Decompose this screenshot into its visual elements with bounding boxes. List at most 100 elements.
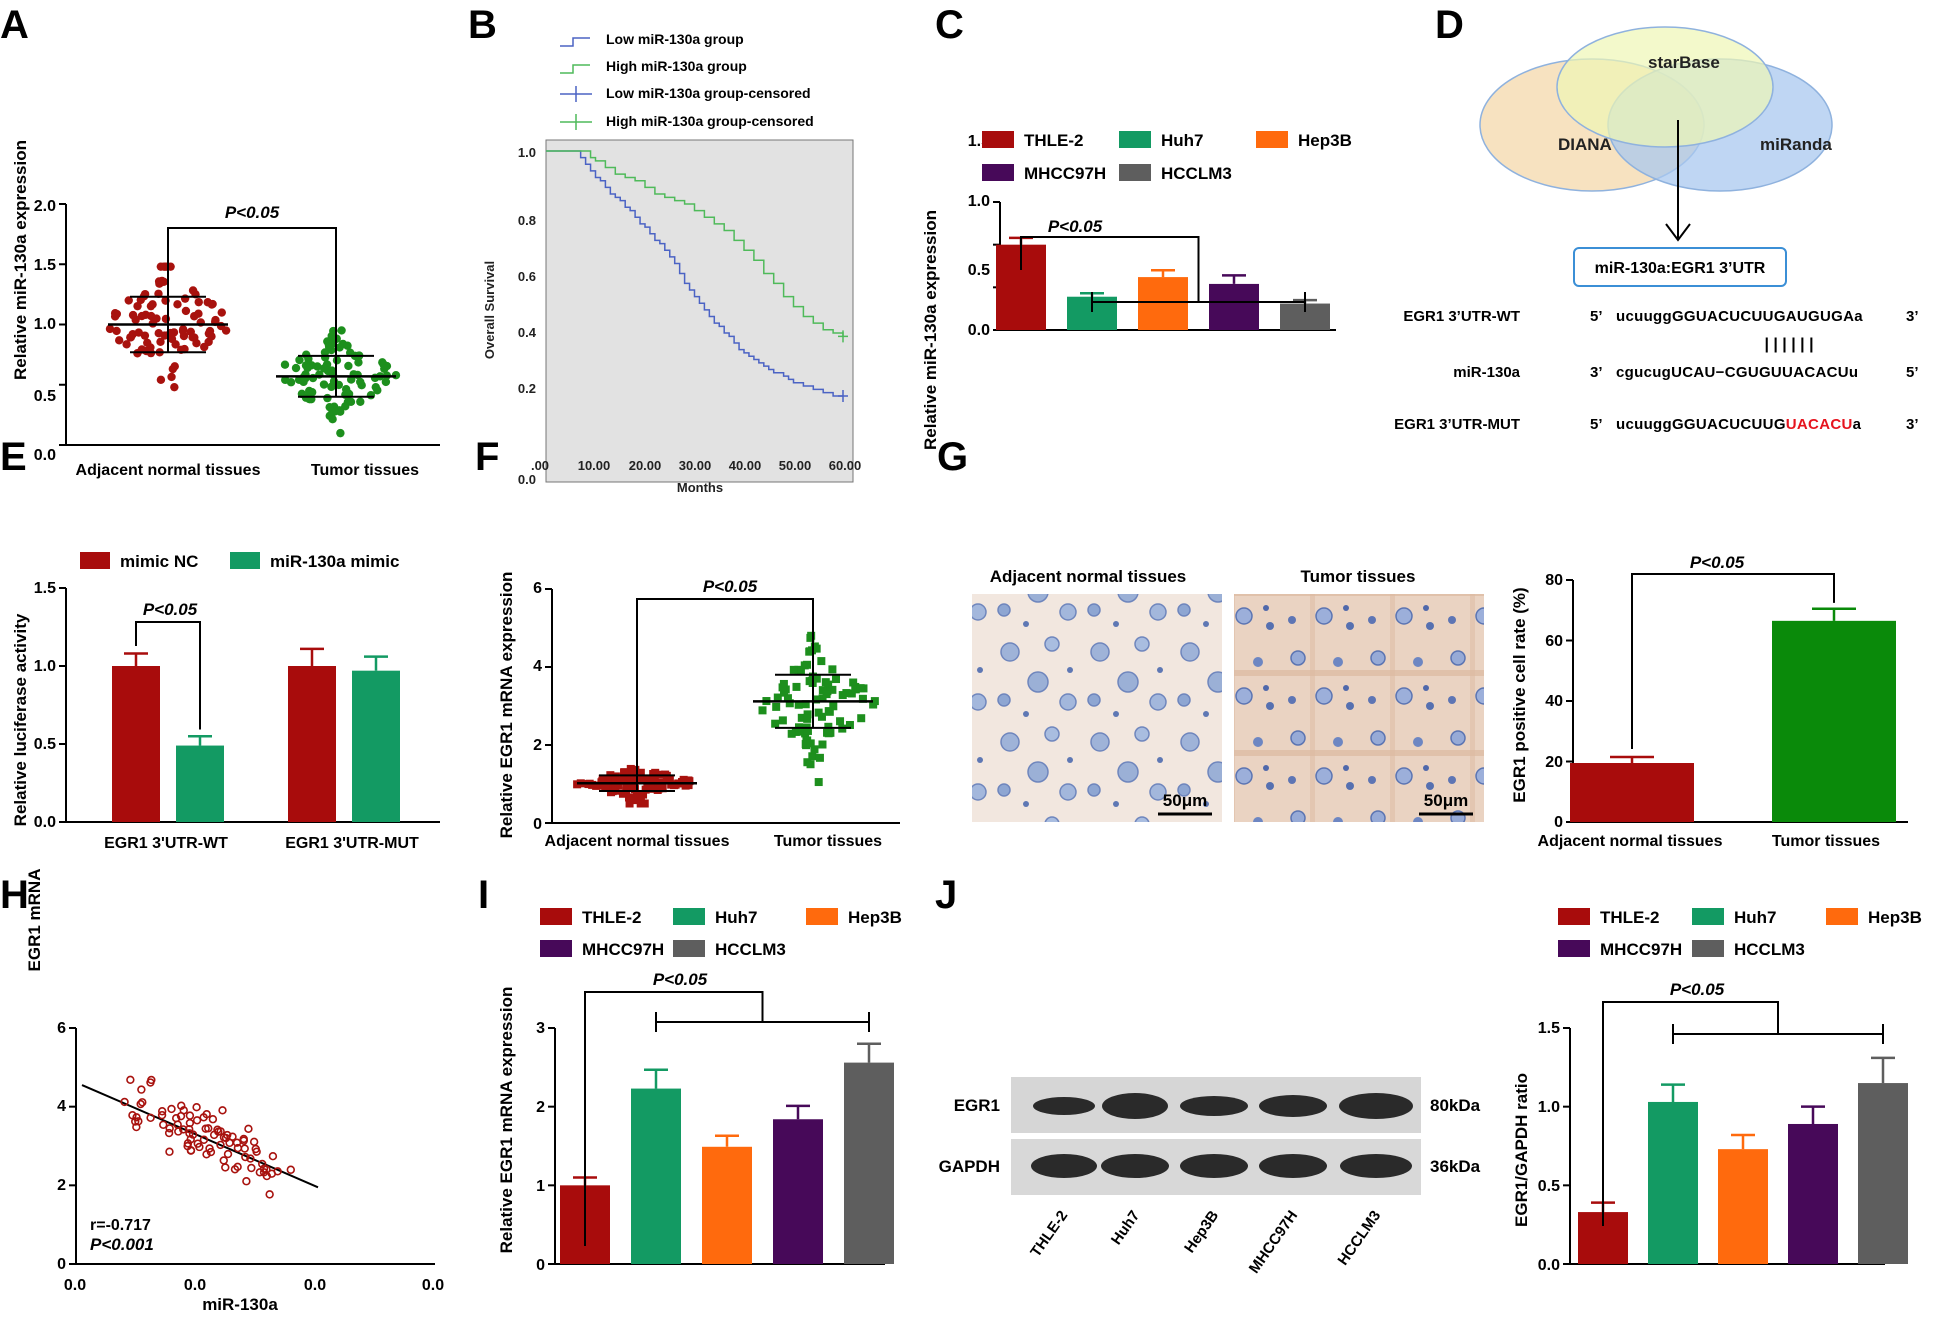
panel-a-point-0-87	[112, 309, 122, 319]
panel-h-point-50	[225, 1138, 234, 1148]
panel-a-point-1-48	[356, 397, 365, 406]
panel-f-point-1-55	[785, 699, 794, 708]
panel-i-pvalue: P<0.05	[653, 970, 708, 989]
seq-mut-part-c: a	[1853, 416, 1862, 433]
panel-b-plot-area	[545, 139, 854, 483]
panel-a-point-0-86	[178, 326, 188, 336]
panel-a-point-1-89	[299, 377, 308, 387]
panel-h-point-73	[120, 1097, 129, 1107]
panel-f-point-0-85	[630, 777, 639, 786]
panel-h-point-71	[183, 1141, 192, 1151]
panel-h-point-56	[265, 1190, 274, 1199]
blot-lane-hcclm3: HCCLM3	[1335, 1208, 1385, 1269]
seq-wt-sequence: ucuuggGGUACUCUUGAUGUGAa	[1616, 308, 1863, 325]
panel-c-legend-label-0: THLE-2	[1024, 131, 1084, 150]
panel-a-point-0-70	[137, 311, 147, 321]
panel-i-ylabel: Relative EGR1 mRNA expression	[497, 987, 516, 1254]
blot-label-egr1: EGR1	[954, 1096, 1000, 1115]
panel-f-ylabel: Relative EGR1 mRNA expression	[497, 572, 516, 839]
panel-a-point-1-64	[280, 360, 290, 369]
panel-i-bracket-main	[584, 991, 764, 1246]
panel-g-bar-0	[1570, 763, 1694, 822]
panel-b-legend-2: Low miR-130a group-censored	[606, 85, 811, 101]
panel-h-xtick-2: 0.0	[304, 1277, 326, 1294]
panel-h-ytick-1: 2	[57, 1177, 66, 1194]
panel-f-point-1-63	[812, 674, 821, 683]
panel-c-legend-label-3: MHCC97H	[1024, 164, 1106, 183]
panel-h-xlabel: miR-130a	[202, 1295, 278, 1314]
panel-b-xtick-1: 10.00	[578, 458, 611, 473]
venn-starbase-circle	[1556, 26, 1774, 148]
panel-a-point-0-52	[112, 326, 121, 336]
panel-f-point-1-30	[803, 660, 812, 669]
panel-b-xtick-2: 20.00	[629, 458, 662, 473]
panel-h-point-59	[244, 1124, 253, 1134]
panel-j-bar-1	[1648, 1101, 1698, 1264]
panel-f-point-1-1	[845, 720, 854, 729]
blot-gapdh-band-mhcc97h	[1259, 1154, 1327, 1178]
panel-c-ytick-2: 1.0	[968, 193, 990, 210]
venn-starbase-label: starBase	[1648, 53, 1720, 72]
panel-h-point-60	[137, 1085, 146, 1094]
panel-e-ytick-2: 1.0	[34, 658, 56, 675]
panel-h-point-17	[219, 1156, 228, 1165]
panel-f-point-0-41	[606, 788, 615, 797]
panel-h-point-55	[132, 1122, 141, 1132]
panel-h-point-86	[159, 1120, 168, 1129]
panel-f-point-0-89	[656, 782, 665, 791]
panel-f-xtick-1: Tumor tissues	[774, 833, 882, 850]
panel-i-legend-swatch-1	[673, 908, 705, 925]
panel-g-ytick-3: 60	[1545, 633, 1563, 650]
panel-h-point-70	[246, 1154, 255, 1163]
panel-f-point-1-36	[778, 716, 787, 725]
panel-h-point-37	[185, 1111, 195, 1120]
panel-h-point-13	[247, 1163, 256, 1173]
panel-f-xtick-0: Adjacent normal tissues	[545, 833, 730, 850]
panel-a-chart: Relative miR-130a expression 0.0 0.5 1.0…	[11, 140, 419, 479]
panel-f-pvalue: P<0.05	[703, 577, 758, 596]
panel-g-normal-image	[972, 594, 1222, 822]
panel-a-point-1-86	[373, 386, 382, 395]
panel-j-legend-label-0: THLE-2	[1600, 908, 1660, 927]
seq-mir-sequence: cgucugUCAU−CGUGUUACACUu	[1616, 364, 1858, 381]
panel-f-point-0-33	[681, 781, 690, 790]
panel-a-point-0-19	[181, 306, 191, 316]
panel-a-point-1-4	[337, 326, 346, 335]
panel-j-ytick-2: 1.0	[1538, 1099, 1560, 1116]
seq-mir-5p: 5’	[1906, 364, 1919, 381]
panel-f-point-1-20	[803, 710, 812, 719]
panel-i-legend-swatch-2	[806, 908, 838, 925]
panel-e-ytick-1: 0.5	[34, 736, 56, 753]
panel-f-point-1-71	[783, 694, 792, 703]
blot-lane-mhcc97h: MHCC97H	[1246, 1208, 1302, 1277]
panel-e-legend-swatch-0	[80, 552, 110, 569]
panel-i-errbar-4	[857, 1042, 881, 1063]
panel-b-legend-swatch-high	[560, 64, 590, 74]
panel-f-chart: Relative EGR1 mRNA expression 0 2 4 6 Ad…	[497, 572, 882, 850]
panel-a-point-0-74	[128, 310, 138, 320]
panel-h-point-69	[138, 1098, 147, 1107]
panel-e-errbar-0-0	[124, 652, 148, 666]
panel-c-ytick-1: 0.5	[968, 262, 990, 279]
panel-i-bracket-group	[655, 1012, 870, 1032]
panel-a-point-1-60	[281, 375, 290, 385]
panel-h-ytick-0: 0	[57, 1256, 66, 1273]
panel-c-legend-label-4: HCCLM3	[1161, 164, 1232, 183]
panel-j-ytick-0: 0.0	[1538, 1257, 1560, 1274]
panel-a-point-1-20	[346, 397, 356, 407]
seq-mut-part-a: ucuuggGGUACUCUUG	[1616, 416, 1786, 433]
panel-j-ylabel: EGR1/GAPDH ratio	[1512, 1073, 1531, 1227]
panel-j-legend-swatch-1	[1692, 908, 1724, 925]
panel-b-ytick-0: 0.0	[518, 472, 536, 487]
panel-h-point-39	[221, 1163, 230, 1172]
panel-f-point-0-74	[625, 773, 634, 782]
panel-c-ylabel: Relative miR-130a expression	[921, 210, 940, 450]
panel-f-point-1-86	[824, 729, 833, 738]
panel-h-point-19	[223, 1130, 232, 1140]
panel-h-point-25	[171, 1113, 181, 1123]
panel-h-point-5	[268, 1152, 278, 1161]
panel-g-scale-right-label: 50μm	[1424, 791, 1468, 810]
panel-letters: A B C D E F G H I J	[0, 3, 1464, 917]
panel-b-chart: Overall Survival Months 1.0 0.8 0.6 0.4 …	[482, 31, 861, 495]
panel-a-xtick-0: Adjacent normal tissues	[76, 462, 261, 479]
